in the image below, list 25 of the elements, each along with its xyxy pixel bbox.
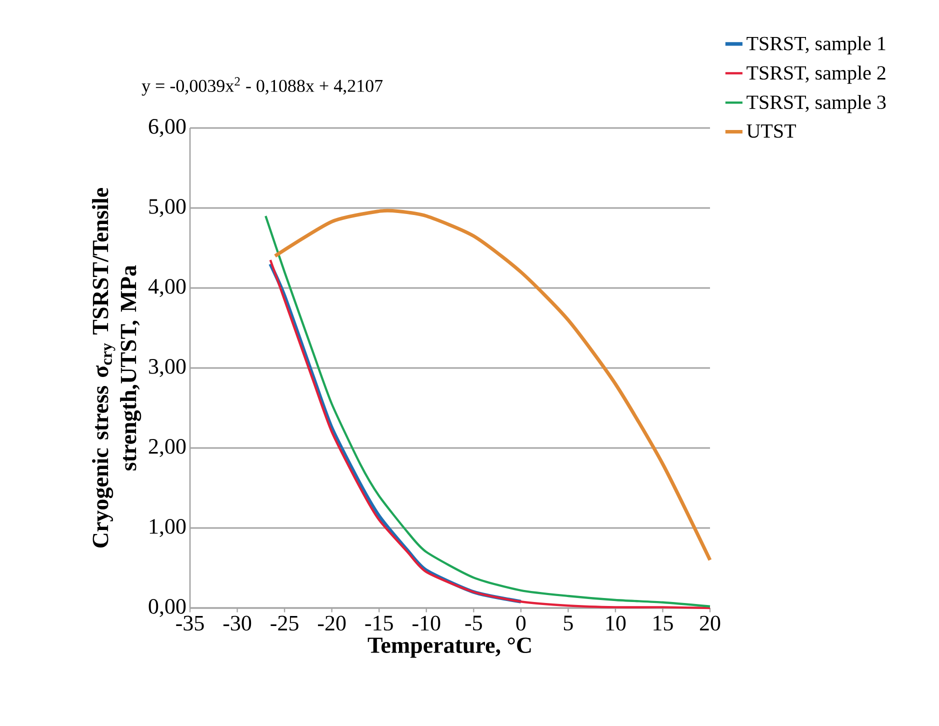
y-tick-label: 0,00 bbox=[148, 598, 186, 618]
legend-label: TSRST, sample 1 bbox=[746, 36, 886, 54]
x-axis-title: Temperature, °C bbox=[368, 638, 531, 658]
x-tick-label: 10 bbox=[606, 616, 626, 631]
x-tick-label: 15 bbox=[654, 616, 673, 631]
legend-label: TSRST, sample 2 bbox=[746, 66, 886, 84]
y-tick-label: 5,00 bbox=[149, 198, 186, 218]
x-tick-label: -5 bbox=[465, 616, 482, 630]
y-tick-label: 4,00 bbox=[148, 278, 186, 298]
x-tick-label: 5 bbox=[564, 616, 573, 630]
legend-label: UTST bbox=[746, 124, 796, 138]
x-tick-label: -30 bbox=[223, 616, 252, 631]
x-tick-label: -35 bbox=[176, 616, 204, 631]
x-tick-label: -10 bbox=[412, 616, 440, 631]
legend-label: TSRST, sample 3 bbox=[746, 94, 886, 114]
x-tick-label: 0 bbox=[516, 616, 526, 631]
x-tick-label: -25 bbox=[270, 616, 298, 631]
x-tick-label: -20 bbox=[318, 616, 346, 631]
y-tick-label: 6,00 bbox=[148, 118, 186, 138]
text: y = -0,0039x$^{2}$ - 0,1088x + 4,2107 bbox=[142, 77, 383, 96]
x-tick-label: -15 bbox=[365, 616, 393, 631]
y-tick-label: 3,00 bbox=[149, 358, 186, 378]
x-tick-label: 20 bbox=[700, 616, 720, 631]
y-tick-label: 1,00 bbox=[150, 518, 186, 538]
y-tick-label: 2,00 bbox=[148, 438, 186, 458]
